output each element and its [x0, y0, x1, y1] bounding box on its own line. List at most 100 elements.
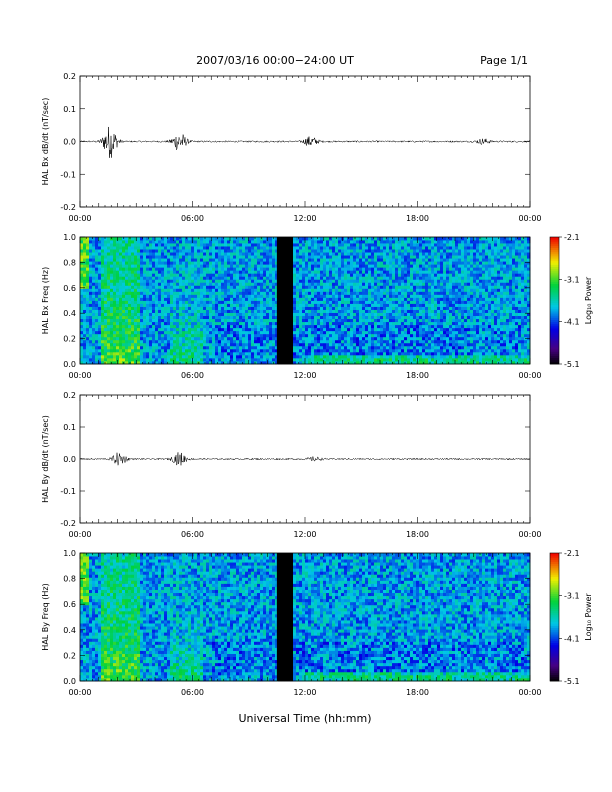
spectrogram-cell	[269, 312, 273, 317]
spectrogram-cell	[254, 333, 258, 338]
spectrogram-cell	[380, 324, 384, 329]
spectrogram-cell	[164, 345, 168, 350]
spectrogram-cell	[362, 327, 366, 332]
spectrogram-cell	[86, 246, 90, 250]
spectrogram-cell	[137, 237, 141, 241]
spectrogram-cell	[335, 315, 339, 320]
spectrogram-cell	[350, 288, 354, 292]
spectrogram-cell	[197, 240, 201, 244]
spectrogram-cell	[380, 261, 384, 265]
spectrogram-cell	[221, 255, 225, 259]
spectrogram-cell	[146, 291, 150, 295]
spectrogram-cell	[368, 303, 372, 307]
spectrogram-cell	[80, 312, 84, 317]
spectrogram-cell	[119, 342, 123, 347]
spectrogram-cell	[194, 270, 198, 274]
spectrogram-cell	[137, 264, 141, 268]
spectrogram-cell	[392, 264, 396, 268]
spectrogram-cell	[188, 324, 192, 329]
spectrogram-cell	[335, 333, 339, 338]
spectrogram-cell	[218, 345, 222, 350]
spectrogram-cell	[239, 246, 243, 250]
spectrogram-cell	[176, 288, 180, 292]
spectrogram-cell	[203, 354, 207, 359]
spectrogram-cell	[122, 258, 126, 262]
spectrogram-cell	[332, 291, 336, 295]
spectrogram-cell	[176, 330, 180, 335]
spectrogram-cell	[140, 294, 144, 298]
spectrogram-cell	[368, 300, 372, 304]
spectrogram-cell	[230, 360, 234, 365]
spectrogram-cell	[80, 282, 84, 286]
spectrogram-cell	[236, 258, 240, 262]
spectrogram-cell	[173, 282, 177, 286]
spectrogram-cell	[143, 327, 147, 332]
spectrogram-cell	[359, 327, 363, 332]
spectrogram-cell	[209, 261, 213, 265]
spectrogram-cell	[410, 351, 414, 356]
spectrogram-cell	[89, 261, 93, 265]
spectrogram-cell	[335, 279, 339, 283]
spectrogram-cell	[89, 246, 93, 250]
spectrogram-cell	[218, 303, 222, 307]
spectrogram-cell	[404, 264, 408, 268]
spectrogram-cell	[299, 333, 303, 338]
spectrogram-cell	[377, 252, 381, 256]
spectrogram-cell	[86, 306, 90, 310]
spectrogram-cell	[398, 330, 402, 335]
spectrogram-cell	[323, 309, 327, 313]
spectrogram-cell	[131, 306, 135, 310]
spectrogram-cell	[398, 240, 402, 244]
spectrogram-cell	[401, 357, 405, 362]
spectrogram-cell	[320, 267, 324, 271]
spectrogram-cell	[230, 246, 234, 250]
spectrogram-cell	[344, 345, 348, 350]
spectrogram-cell	[215, 312, 219, 317]
spectrogram-cell	[266, 270, 270, 274]
spectrogram-cell	[344, 324, 348, 329]
spectrogram-cell	[170, 321, 174, 326]
spectrogram-cell	[302, 297, 306, 301]
spectrogram-cell	[170, 255, 174, 259]
spectrogram-cell	[299, 312, 303, 317]
spectrogram-cell	[146, 321, 150, 326]
spectrogram-cell	[245, 339, 249, 344]
spectrogram-cell	[125, 297, 129, 301]
spectrogram-cell	[326, 339, 330, 344]
spectrogram-cell	[272, 345, 276, 350]
spectrogram-cell	[395, 336, 399, 341]
spectrogram-cell	[314, 291, 318, 295]
spectrogram-cell	[158, 342, 162, 347]
spectrogram-cell	[173, 303, 177, 307]
spectrogram-cell	[410, 327, 414, 332]
spectrogram-cell	[89, 327, 93, 332]
spectrogram-cell	[311, 264, 315, 268]
spectrogram-cell	[167, 315, 171, 320]
spectrogram-cell	[239, 333, 243, 338]
spectrogram-cell	[191, 264, 195, 268]
spectrogram-cell	[146, 348, 150, 353]
spectrogram-cell	[374, 282, 378, 286]
spectrogram-cell	[197, 267, 201, 271]
spectrogram-cell	[125, 258, 129, 262]
spectrogram-cell	[206, 330, 210, 335]
spectrogram-cell	[179, 255, 183, 259]
spectrogram-cell	[128, 315, 132, 320]
spectrogram-cell	[86, 360, 90, 365]
spectrogram-cell	[158, 237, 162, 241]
spectrogram-cell	[332, 309, 336, 313]
spectrogram-cell	[251, 300, 255, 304]
spectrogram-cell	[386, 336, 390, 341]
spectrogram-cell	[95, 288, 99, 292]
spectrogram-cell	[218, 351, 222, 356]
spectrogram-cell	[122, 279, 126, 283]
spectrogram-cell	[266, 300, 270, 304]
spectrogram-cell	[119, 288, 123, 292]
spectrogram-cell	[323, 324, 327, 329]
spectrogram-cell	[368, 258, 372, 262]
spectrogram-cell	[353, 288, 357, 292]
spectrogram-cell	[374, 351, 378, 356]
spectrogram-cell	[95, 312, 99, 317]
spectrogram-cell	[251, 261, 255, 265]
spectrogram-cell	[158, 360, 162, 365]
